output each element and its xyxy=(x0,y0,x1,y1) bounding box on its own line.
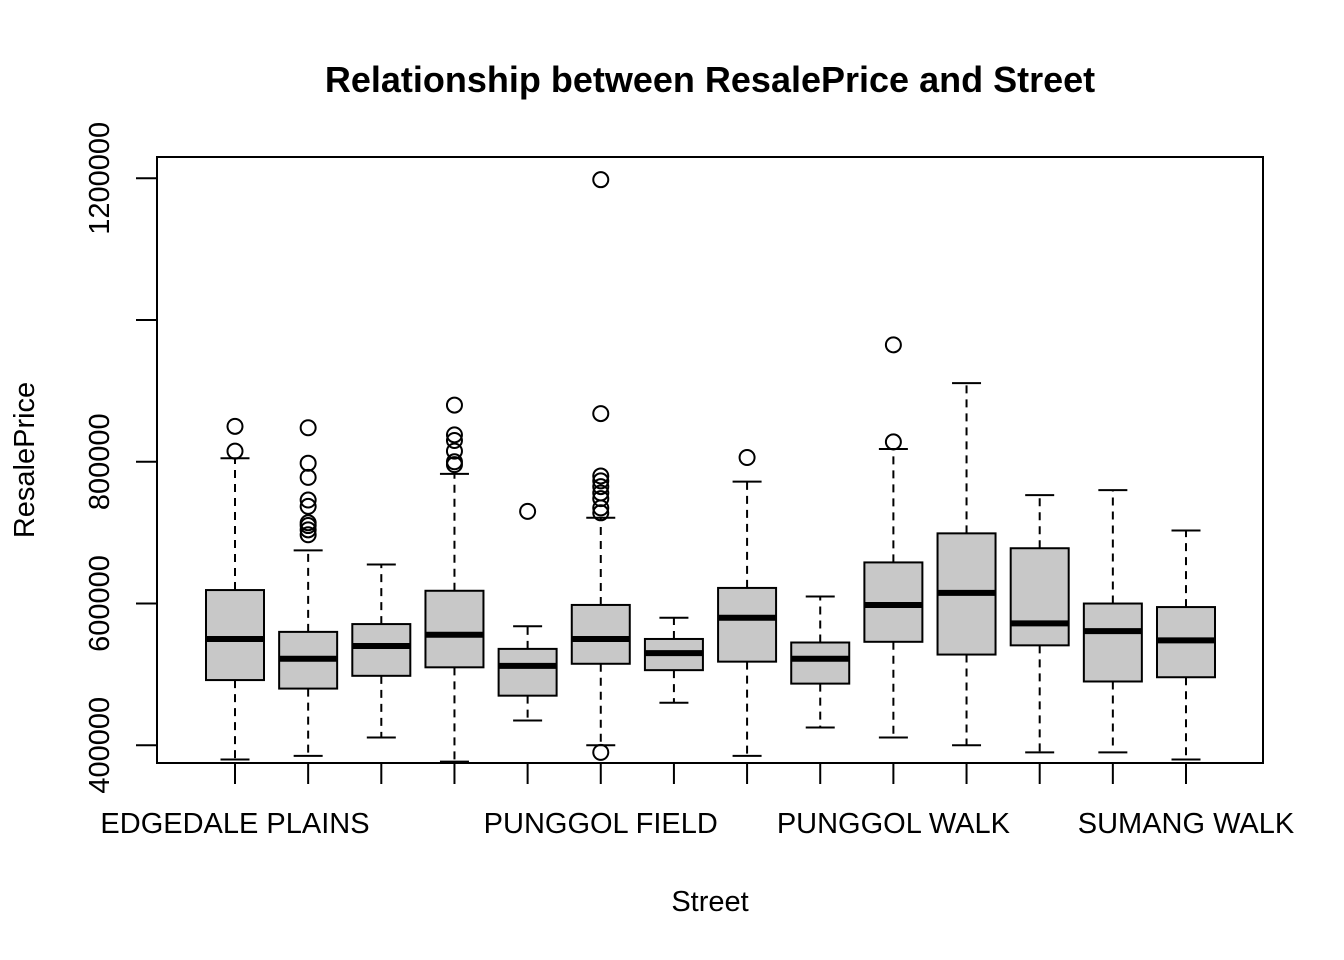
box-14 xyxy=(1156,529,1216,761)
box-2 xyxy=(278,419,339,757)
outlier-point xyxy=(592,472,610,490)
box-iqr xyxy=(1082,602,1143,683)
outlier-point xyxy=(299,491,317,509)
box-4 xyxy=(424,396,485,763)
outlier-point xyxy=(299,497,317,515)
chart-title: Relationship between ResalePrice and Str… xyxy=(325,59,1095,100)
box-1 xyxy=(205,417,265,761)
box-9 xyxy=(790,595,851,729)
outlier-point xyxy=(299,526,317,544)
box-13 xyxy=(1082,489,1143,754)
outlier-point xyxy=(299,514,317,532)
outlier-point xyxy=(884,433,902,451)
outlier-point xyxy=(299,419,317,437)
outlier-point xyxy=(592,171,610,189)
outlier-point xyxy=(592,405,610,423)
outlier-point xyxy=(592,478,610,496)
box-iqr xyxy=(1009,547,1070,647)
outlier-point xyxy=(226,442,244,460)
x-tick-label: EDGEDALE PLAINS xyxy=(100,808,369,840)
outlier-point xyxy=(592,484,610,502)
outlier-point xyxy=(299,468,317,486)
outlier-point xyxy=(592,743,610,761)
x-tick-label: PUNGGOL WALK xyxy=(777,808,1011,840)
outlier-point xyxy=(445,426,463,444)
box-8 xyxy=(717,449,778,757)
box-iqr xyxy=(497,647,558,697)
outlier-point xyxy=(445,453,463,471)
outlier-point xyxy=(519,502,537,520)
box-12 xyxy=(1009,494,1070,754)
box-5 xyxy=(497,502,558,722)
y-tick-label: 600000 xyxy=(84,555,116,652)
x-tick-label: PUNGGOL FIELD xyxy=(484,808,718,840)
outlier-point xyxy=(299,521,317,539)
x-axis: EDGEDALE PLAINS PUNGGOL FIELD PUNGGOL WALK… xyxy=(100,763,1295,840)
y-tick-label: 400000 xyxy=(84,697,116,794)
outlier-point xyxy=(299,454,317,472)
outlier-point xyxy=(592,467,610,485)
x-axis-label: Street xyxy=(671,886,748,918)
box-6 xyxy=(570,171,631,761)
x-tick-label: SUMANG WALK xyxy=(1078,808,1295,840)
outlier-point xyxy=(226,417,244,435)
box-10 xyxy=(863,336,924,739)
boxes-group xyxy=(205,171,1216,763)
outlier-point xyxy=(445,432,463,450)
box-7 xyxy=(643,616,704,704)
y-axis-label: ResalePrice xyxy=(9,382,41,538)
box-iqr xyxy=(717,586,778,663)
outlier-point xyxy=(445,396,463,414)
box-iqr xyxy=(790,641,851,685)
outlier-point xyxy=(738,449,756,467)
box-3 xyxy=(351,563,412,739)
outlier-point xyxy=(445,442,463,460)
box-iqr xyxy=(205,589,265,682)
y-tick-label: 1200000 xyxy=(84,122,116,235)
box-11 xyxy=(936,382,997,747)
box-iqr xyxy=(424,589,485,669)
box-iqr xyxy=(570,603,631,665)
y-axis: 400000 600000 800000 1200000 xyxy=(84,122,158,794)
outlier-point xyxy=(592,490,610,508)
outlier-point xyxy=(884,336,902,354)
box-iqr xyxy=(351,623,412,677)
y-tick-label: 800000 xyxy=(84,413,116,510)
